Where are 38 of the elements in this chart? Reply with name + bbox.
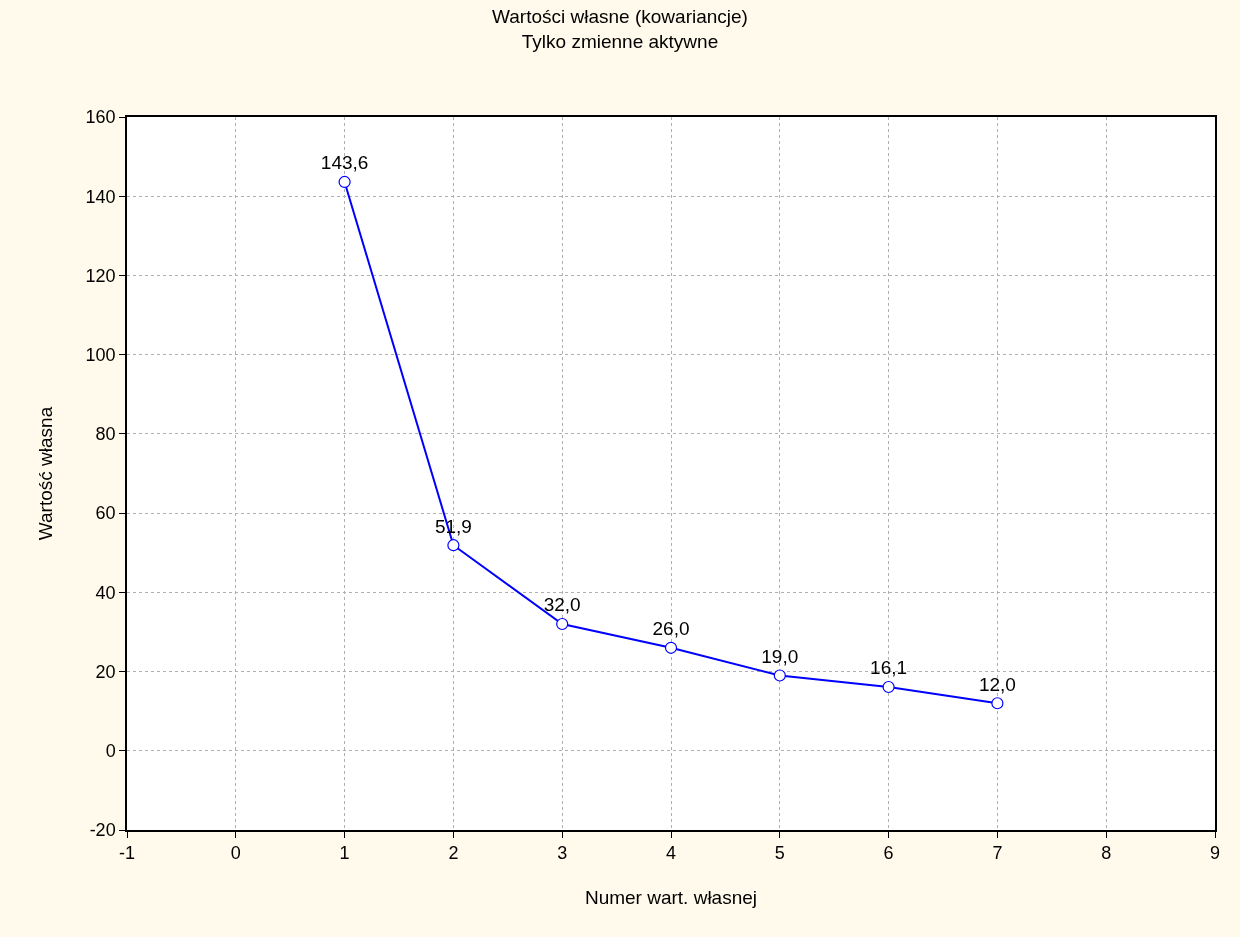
x-tick-label: 1 — [339, 843, 350, 864]
y-tick-label: -20 — [89, 820, 116, 841]
y-tick-label: 0 — [105, 741, 116, 762]
data-label: 143,6 — [320, 152, 369, 174]
chart-title: Wartości własne (kowariancje) — [492, 6, 748, 28]
x-tick-label: 3 — [557, 843, 568, 864]
y-axis-title: Wartość własna — [34, 406, 56, 541]
point — [882, 680, 895, 694]
point — [991, 697, 1004, 710]
x-tick-label: 8 — [1101, 843, 1112, 864]
x-tick-label: 2 — [448, 843, 459, 864]
y-tick-label: 20 — [95, 661, 116, 682]
x-tick-label: -1 — [118, 843, 136, 864]
x-tick-label: 0 — [230, 843, 241, 864]
x-tick-label: 4 — [665, 843, 677, 864]
y-tick-label: 80 — [95, 424, 116, 445]
data-label: 12,0 — [978, 673, 1016, 695]
data-label: 26,0 — [652, 618, 690, 640]
point — [447, 539, 460, 552]
x-tick-label: 6 — [883, 843, 894, 864]
point — [664, 641, 678, 654]
x-tick-label: 9 — [1209, 843, 1221, 864]
x-tick-label: 5 — [774, 843, 785, 864]
x-tick-label: 7 — [992, 843, 1003, 864]
y-tick-label: 140 — [85, 186, 116, 207]
y-tick-label: 160 — [85, 107, 116, 128]
x-axis-title: Numer wart. własnej — [584, 886, 758, 908]
data-label: 32,0 — [543, 594, 581, 616]
y-tick-label: 100 — [85, 344, 116, 365]
data-label: 19,0 — [761, 645, 799, 667]
point — [338, 175, 351, 189]
point — [773, 669, 786, 682]
point — [556, 617, 569, 631]
chart-subtitle: Tylko zmienne aktywne — [521, 31, 719, 53]
data-label: 16,1 — [870, 657, 908, 679]
y-tick-label: 60 — [95, 503, 116, 524]
y-tick-label: 120 — [85, 265, 116, 286]
y-tick-label: 40 — [95, 582, 116, 603]
